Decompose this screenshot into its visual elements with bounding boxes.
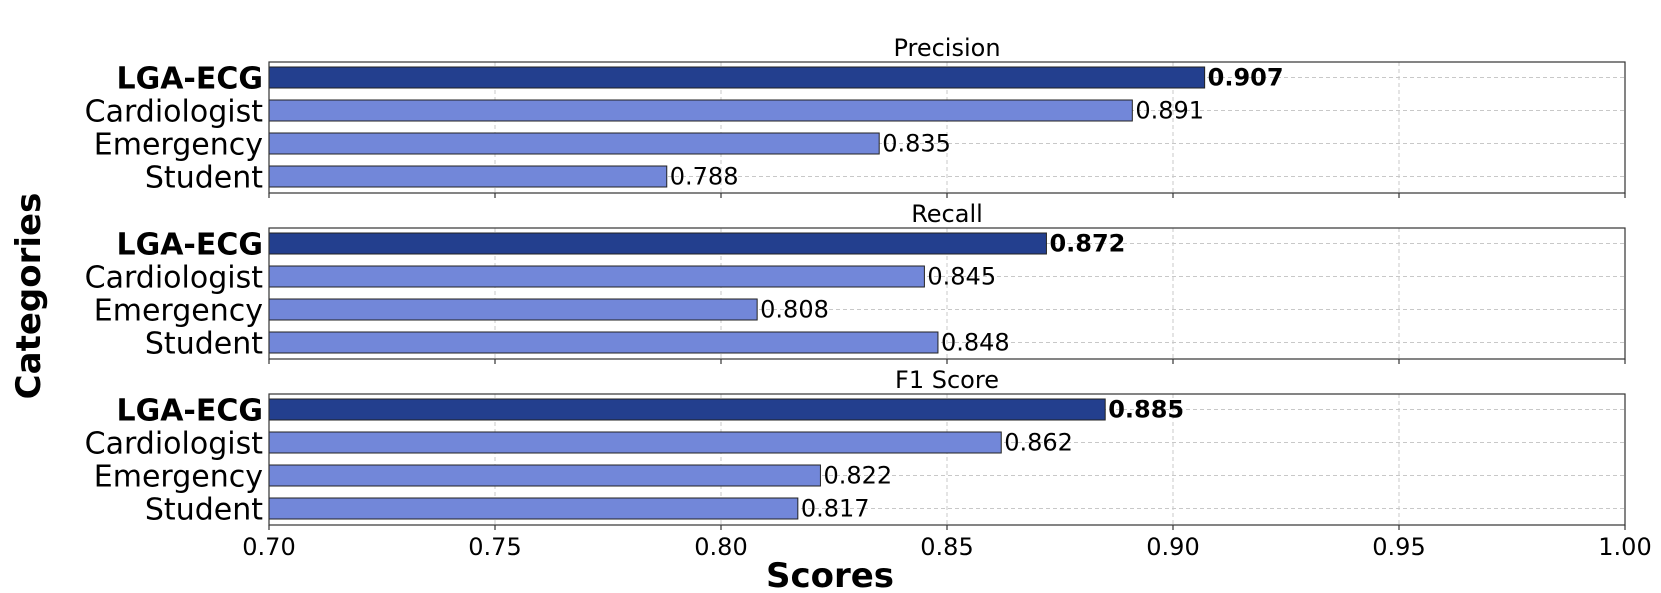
- bar-lga-ecg: [268, 66, 1206, 89]
- bar-emergency: [268, 464, 821, 487]
- data-label: 0.808: [760, 296, 829, 324]
- x-axis-title: Scores: [766, 556, 894, 593]
- data-label: 0.872: [1049, 230, 1125, 258]
- category-label: LGA-ECG: [116, 62, 263, 97]
- x-tick-label: 0.80: [694, 533, 747, 561]
- category-label: Cardiologist: [85, 261, 264, 296]
- data-label: 0.845: [927, 263, 996, 291]
- x-tick-label: 1.00: [1598, 533, 1651, 561]
- x-tick-label: 0.90: [1146, 533, 1199, 561]
- bar-student: [268, 165, 668, 188]
- data-label: 0.891: [1135, 97, 1204, 125]
- x-tick-label: 0.70: [242, 533, 295, 561]
- data-label: 0.788: [670, 163, 739, 191]
- category-label: Student: [145, 327, 263, 362]
- data-label: 0.848: [941, 329, 1010, 357]
- panel-f1-score: F1 Score 0.885 LGA-ECG 0.862 Cardiologist 0.8…: [85, 366, 1626, 530]
- bar-student: [268, 497, 799, 520]
- x-tick-label: 0.95: [1372, 533, 1425, 561]
- bar-emergency: [268, 132, 880, 155]
- category-label: Emergency: [94, 128, 263, 163]
- bar-cardiologist: [268, 265, 925, 288]
- y-axis-title: Categories: [9, 193, 49, 400]
- bar-emergency: [268, 298, 758, 321]
- data-label: 0.907: [1208, 64, 1284, 92]
- bar-lga-ecg: [268, 398, 1106, 421]
- bar-student: [268, 331, 939, 354]
- category-label: Emergency: [94, 460, 263, 495]
- category-label: Cardiologist: [85, 95, 264, 130]
- panel-precision: Precision 0.907 LGA-ECG 0.891 Cardiologist 0.…: [85, 34, 1626, 198]
- bar-cardiologist: [268, 431, 1002, 454]
- category-label: Student: [145, 493, 263, 528]
- data-label: 0.862: [1004, 429, 1073, 457]
- panel-recall: Recall 0.872 LGA-ECG 0.845 Cardiologist 0.808…: [85, 200, 1626, 364]
- category-label: Emergency: [94, 294, 263, 329]
- category-label: Student: [145, 161, 263, 196]
- data-label: 0.835: [882, 130, 951, 158]
- x-axis-ticks: 0.70 0.75 0.80 0.85 0.90 0.95 1.00: [242, 533, 1651, 561]
- panel-title: F1 Score: [895, 366, 999, 394]
- x-tick-label: 0.85: [920, 533, 973, 561]
- bar-lga-ecg: [268, 232, 1047, 255]
- data-label: 0.822: [823, 462, 892, 490]
- panel-title: Precision: [893, 34, 1000, 62]
- x-tick-label: 0.75: [468, 533, 521, 561]
- data-label: 0.885: [1108, 396, 1184, 424]
- panel-title: Recall: [911, 200, 983, 228]
- category-label: LGA-ECG: [116, 228, 263, 263]
- chart-panels: Precision 0.907 LGA-ECG 0.891 Cardiologist 0.…: [85, 34, 1626, 530]
- category-label: LGA-ECG: [116, 394, 263, 429]
- category-label: Cardiologist: [85, 427, 264, 462]
- bar-cardiologist: [268, 99, 1133, 122]
- data-label: 0.817: [801, 495, 870, 523]
